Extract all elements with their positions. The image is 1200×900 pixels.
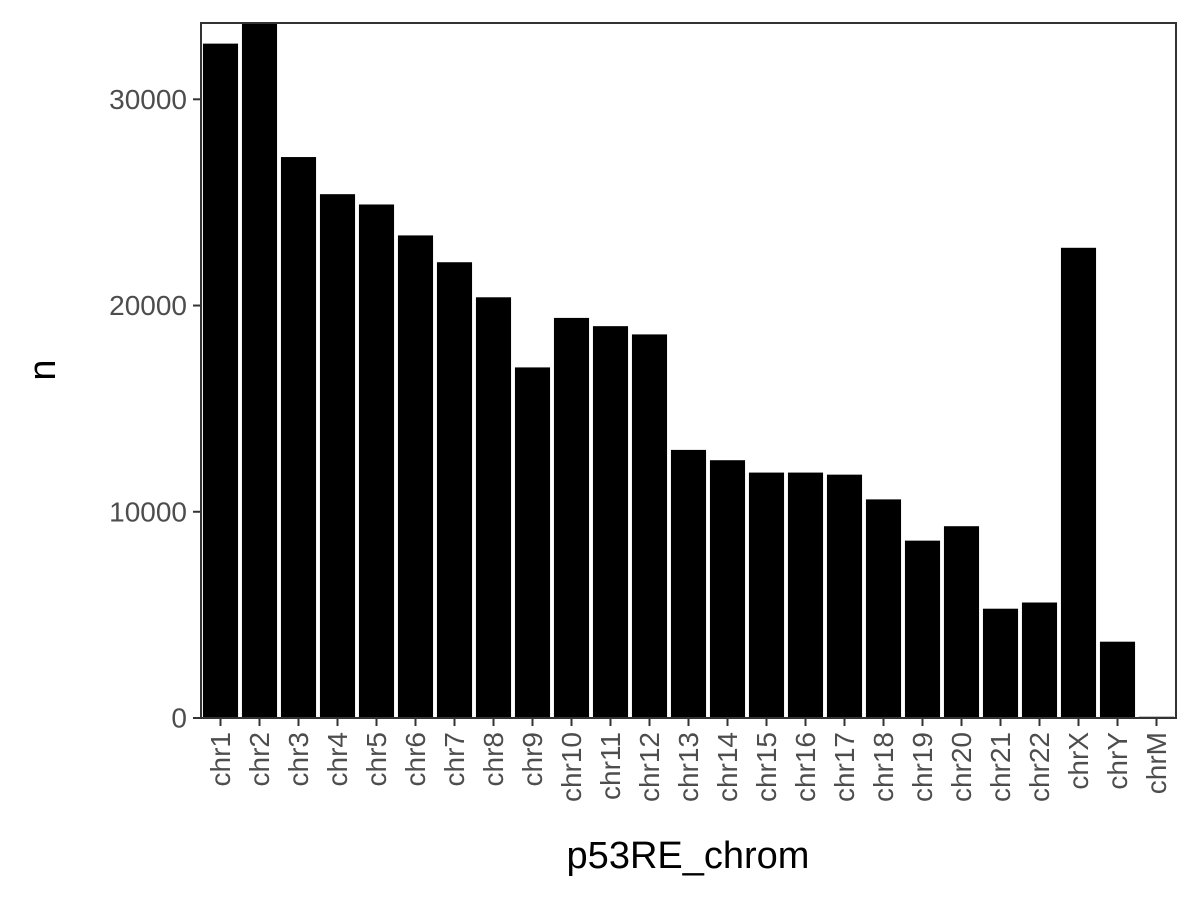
bar-chrX [1060, 247, 1097, 718]
x-tick-label-chr21: chr21 [985, 732, 1016, 802]
x-axis-title: p53RE_chrom [567, 835, 810, 877]
y-tick-label-30000: 30000 [109, 84, 187, 115]
bar-chr14 [709, 460, 746, 718]
bar-chr9 [514, 367, 551, 718]
bar-chr15 [748, 472, 785, 718]
bar-chr6 [397, 235, 434, 718]
bar-chr18 [865, 499, 902, 718]
x-tick-label-chr13: chr13 [673, 732, 704, 802]
x-tick-label-chr6: chr6 [400, 732, 431, 786]
y-axis: 0 10000 20000 30000 [109, 84, 201, 734]
bar-chr8 [475, 297, 512, 718]
x-tick-label-chr3: chr3 [283, 732, 314, 786]
bars-layer [202, 23, 1175, 719]
x-tick-label-chr1: chr1 [205, 732, 236, 786]
bar-chr11 [592, 326, 629, 718]
x-tick-label-chr22: chr22 [1024, 732, 1055, 802]
x-tick-label-chr9: chr9 [517, 732, 548, 786]
bar-chr2 [241, 23, 278, 718]
x-tick-label-chr16: chr16 [790, 732, 821, 802]
x-tick-label-chr18: chr18 [868, 732, 899, 802]
x-tick-label-chr7: chr7 [439, 732, 470, 786]
x-tick-label-chr10: chr10 [556, 732, 587, 802]
x-tick-label-chr8: chr8 [478, 732, 509, 786]
bar-chr13 [670, 449, 707, 718]
x-tick-label-chr4: chr4 [322, 732, 353, 786]
x-tick-label-chr5: chr5 [361, 732, 392, 786]
bar-chr17 [826, 474, 863, 718]
bar-chr1 [202, 43, 239, 718]
x-tick-label-chr20: chr20 [946, 732, 977, 802]
bar-chr22 [1021, 602, 1058, 718]
bar-chr7 [436, 262, 473, 718]
x-tick-label-chrY: chrY [1102, 732, 1133, 790]
x-axis: chr1 chr2 chr3 chr4 chr5 chr6 chr7 chr8 chr9 chr1… [205, 718, 1172, 802]
y-tick-label-20000: 20000 [109, 290, 187, 321]
x-tick-label-chr14: chr14 [712, 732, 743, 802]
bar-chr10 [553, 317, 590, 718]
bar-chr12 [631, 334, 668, 718]
x-tick-label-chr12: chr12 [634, 732, 665, 802]
bar-chr20 [943, 526, 980, 718]
bar-chrY [1099, 641, 1136, 718]
y-axis-title: n [22, 359, 64, 380]
x-tick-label-chrM: chrM [1141, 732, 1172, 794]
bar-chr19 [904, 540, 941, 718]
bar-chr21 [982, 608, 1019, 718]
x-tick-label-chr2: chr2 [244, 732, 275, 786]
x-tick-label-chr15: chr15 [751, 732, 782, 802]
y-tick-label-10000: 10000 [109, 496, 187, 527]
bar-chr5 [358, 204, 395, 719]
x-tick-label-chrX: chrX [1063, 732, 1094, 790]
bar-chr4 [319, 194, 356, 718]
x-tick-label-chr11: chr11 [595, 732, 626, 800]
x-tick-label-chr17: chr17 [829, 732, 860, 802]
bar-chr16 [787, 472, 824, 718]
bar-chr3 [280, 157, 317, 719]
y-tick-label-0: 0 [171, 703, 187, 734]
x-tick-label-chr19: chr19 [907, 732, 938, 802]
